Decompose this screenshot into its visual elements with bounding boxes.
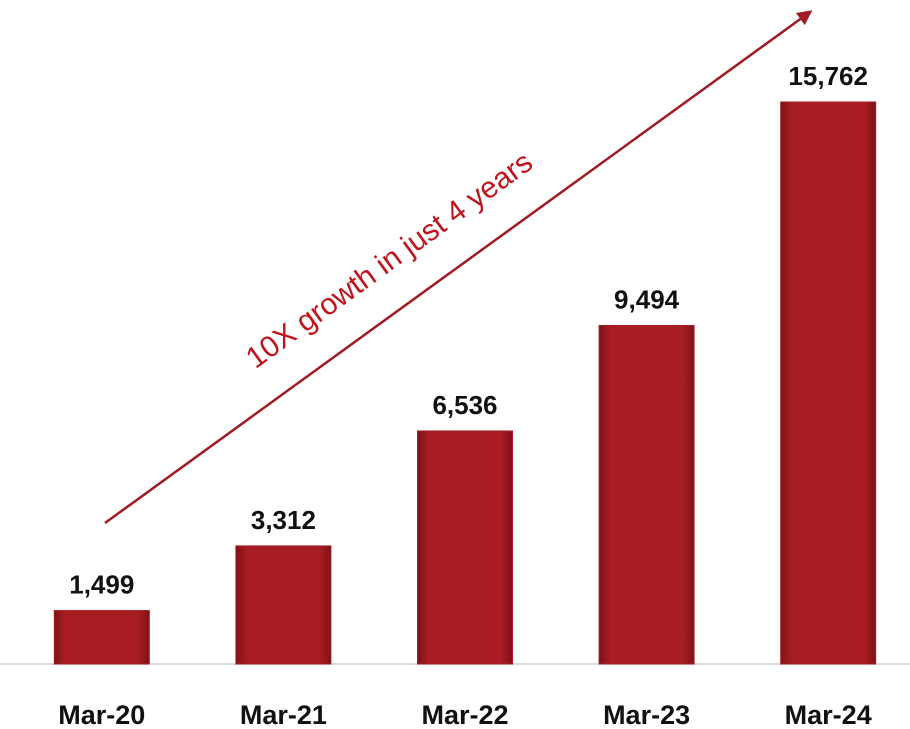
x-tick-label: Mar-22 <box>421 700 508 729</box>
annotation: 10X growth in just 4 years <box>240 146 539 376</box>
value-label: 3,312 <box>251 505 316 535</box>
x-tick-label: Mar-21 <box>240 700 327 729</box>
value-label: 1,499 <box>69 569 134 599</box>
value-label: 9,494 <box>614 284 680 314</box>
value-label: 15,762 <box>788 61 868 91</box>
x-tick-label: Mar-23 <box>603 700 690 729</box>
x-tick-label: Mar-24 <box>785 700 872 729</box>
bar <box>417 430 513 665</box>
bar <box>598 324 695 665</box>
value-label: 6,536 <box>432 390 497 420</box>
plot-area: 1,499 Mar-20 3,312 Mar-21 6,536 Mar-22 9,494 Ma… <box>53 61 877 729</box>
growth-arrow <box>104 10 813 525</box>
x-tick-label: Mar-20 <box>58 700 145 729</box>
bar <box>780 101 877 665</box>
bar <box>53 610 150 665</box>
bar <box>235 545 332 665</box>
